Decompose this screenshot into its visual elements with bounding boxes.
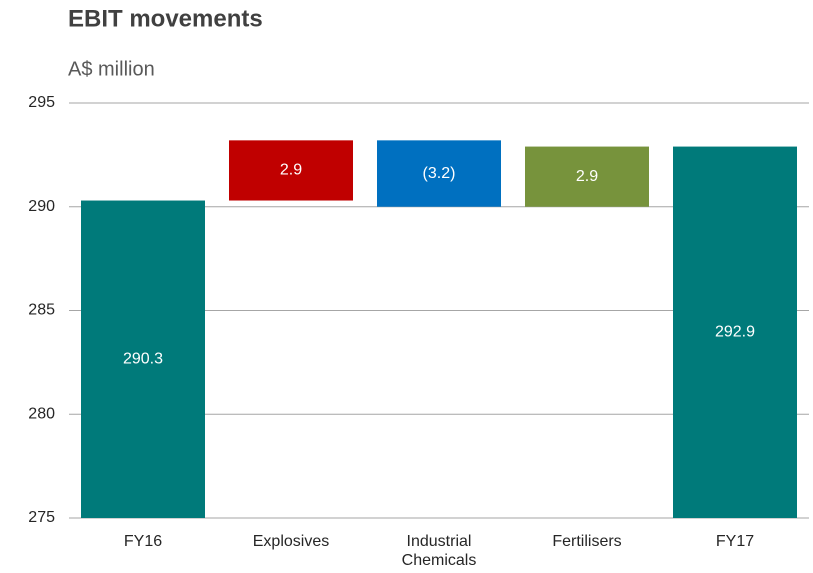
y-tick-label: 290 (28, 198, 55, 215)
bar (525, 146, 649, 207)
y-tick-label: 285 (28, 302, 55, 319)
data-label: 2.9 (280, 162, 302, 179)
x-tick-label: FY16 (123, 533, 163, 550)
bar (673, 146, 797, 518)
x-tick-label: Industrial Chemicals (401, 533, 477, 569)
data-label: 292.9 (715, 324, 755, 341)
chart-title: EBIT movements (68, 5, 263, 32)
bar (229, 140, 353, 201)
x-tick-label: Explosives (252, 533, 330, 550)
y-tick-label: 275 (28, 509, 55, 526)
x-tick-label: Fertilisers (552, 533, 622, 550)
bar (377, 140, 501, 207)
y-tick-label: 295 (28, 94, 55, 111)
x-tick-label: FY17 (715, 533, 755, 550)
y-tick-label: 280 (28, 405, 55, 422)
data-label: (3.2) (423, 165, 456, 182)
chart-subtitle: A$ million (68, 58, 155, 80)
data-label: 290.3 (123, 350, 163, 367)
data-label: 2.9 (576, 168, 598, 185)
bar (81, 200, 205, 518)
